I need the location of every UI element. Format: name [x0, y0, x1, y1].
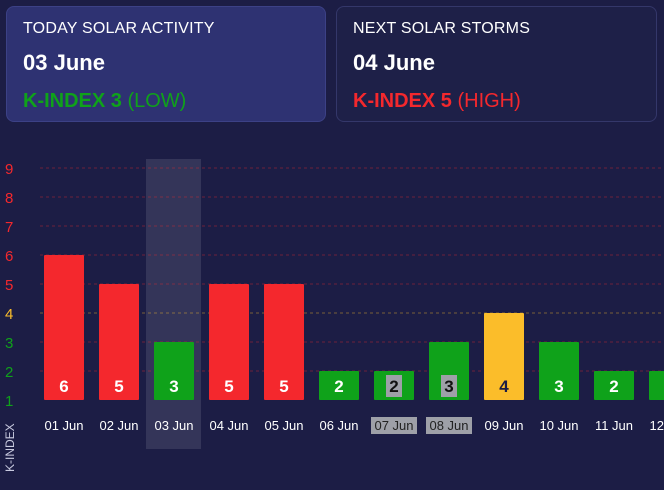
- next-kindex: K-INDEX 5 (HIGH): [353, 90, 640, 113]
- x-tick-label: 06 Jun: [319, 418, 358, 433]
- bar-value-label: 5: [279, 377, 288, 396]
- x-tick-label: 08 Jun: [429, 418, 468, 433]
- bar-value-label: 3: [554, 377, 563, 396]
- bar[interactable]: [429, 342, 469, 400]
- y-axis-label: K-INDEX: [3, 423, 17, 472]
- y-tick-label: 1: [5, 393, 13, 410]
- today-kindex-level: (LOW): [127, 90, 187, 112]
- current-day-highlight: [146, 159, 201, 449]
- x-tick-label: 10 Jun: [539, 418, 578, 433]
- bar[interactable]: [484, 313, 524, 400]
- bar-value-label: 2: [609, 377, 618, 396]
- bar-value-label: 5: [114, 377, 123, 396]
- today-activity-card: TODAY SOLAR ACTIVITY 03 June K-INDEX 3 (…: [6, 6, 326, 122]
- next-kindex-value: K-INDEX 5: [353, 90, 452, 112]
- x-tick-label: 07 Jun: [374, 418, 413, 433]
- bar-value-label: 2: [334, 377, 343, 396]
- bar[interactable]: [264, 284, 304, 400]
- y-tick-label: 2: [5, 364, 13, 381]
- y-tick-label: 6: [5, 248, 13, 265]
- next-kindex-level: (HIGH): [457, 90, 521, 112]
- bar[interactable]: [539, 342, 579, 400]
- bar[interactable]: [594, 371, 634, 400]
- bar[interactable]: [649, 371, 664, 400]
- bar-value-mark: [441, 375, 457, 397]
- x-tick-label: 02 Jun: [99, 418, 138, 433]
- bar[interactable]: [154, 342, 194, 400]
- today-kindex: K-INDEX 3 (LOW): [23, 90, 309, 113]
- y-tick-label: 7: [5, 219, 13, 236]
- x-tick-label: 04 Jun: [209, 418, 248, 433]
- bar-value-label: 6: [59, 377, 68, 396]
- x-tick-label: 03 Jun: [154, 418, 193, 433]
- next-storms-card: NEXT SOLAR STORMS 04 June K-INDEX 5 (HIG…: [336, 6, 657, 122]
- kindex-bar-chart: 1 2 3 4 5 6 7 8 9 K-INDEX 6 01 Jun 5 02 Jun 3 03 Jun 5 04…: [3, 159, 664, 472]
- bar-value-label: 5: [224, 377, 233, 396]
- bar-value-label: 3: [169, 377, 178, 396]
- x-tick-label: 01 Jun: [44, 418, 83, 433]
- x-tick-label: 11 Jun: [595, 418, 633, 433]
- y-tick-label: 3: [5, 335, 13, 352]
- bar[interactable]: [319, 371, 359, 400]
- x-tick-label: 12 Jun: [649, 418, 664, 433]
- y-tick-label: 8: [5, 190, 13, 207]
- next-date: 04 June: [353, 50, 435, 75]
- bar[interactable]: [99, 284, 139, 400]
- category-mark: [426, 417, 472, 434]
- bar-value-label: 4: [499, 377, 509, 396]
- y-tick-label: 5: [5, 277, 13, 294]
- today-date: 03 June: [23, 50, 105, 75]
- x-tick-label: 05 Jun: [264, 418, 303, 433]
- x-tick-label: 09 Jun: [484, 418, 523, 433]
- bar-value-mark: [386, 375, 402, 397]
- today-card-title: TODAY SOLAR ACTIVITY: [23, 20, 215, 37]
- bar-value-label: 2: [389, 377, 398, 396]
- bar[interactable]: [209, 284, 249, 400]
- y-tick-label: 4: [5, 306, 13, 323]
- next-card-title: NEXT SOLAR STORMS: [353, 20, 531, 37]
- today-kindex-value: K-INDEX 3: [23, 90, 122, 112]
- category-mark: [371, 417, 417, 434]
- bar-value-label: 3: [444, 377, 453, 396]
- y-tick-label: 9: [5, 161, 13, 178]
- bar[interactable]: [44, 255, 84, 400]
